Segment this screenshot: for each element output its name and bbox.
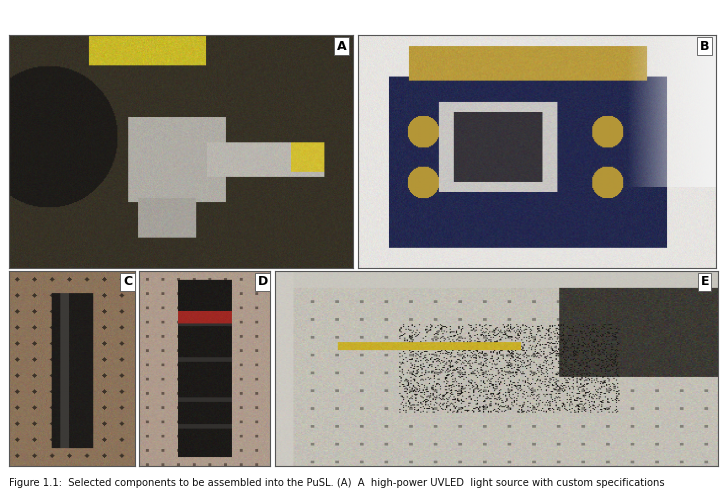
Text: B: B	[700, 40, 709, 53]
Text: D: D	[257, 275, 268, 288]
Text: E: E	[700, 275, 709, 288]
Text: A: A	[336, 40, 347, 53]
Text: C: C	[123, 275, 132, 288]
Text: Figure 1.1:  Selected components to be assembled into the PuSL. (A)  A  high-pow: Figure 1.1: Selected components to be as…	[9, 478, 664, 488]
